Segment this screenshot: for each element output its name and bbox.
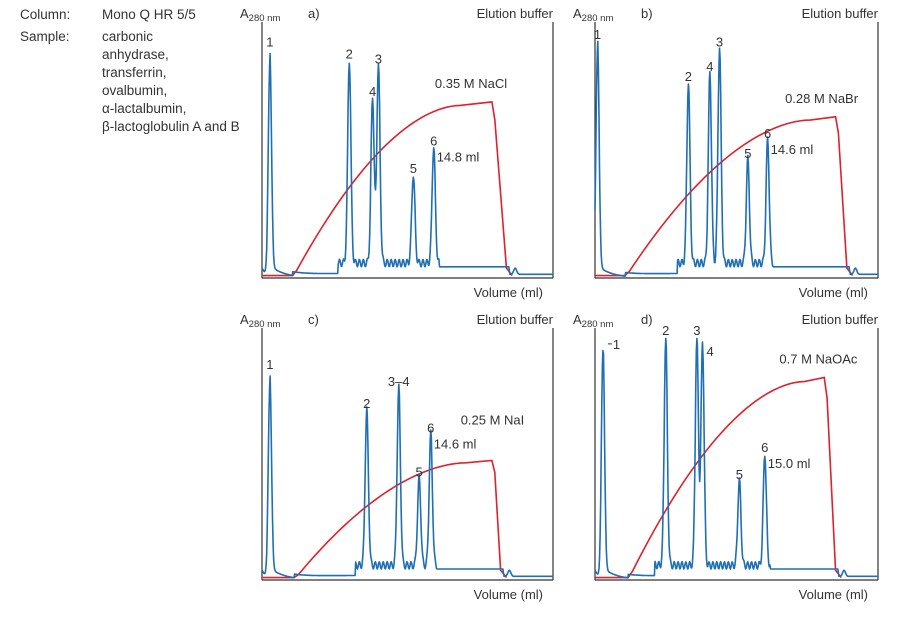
peak-label: 3 [716, 34, 723, 49]
peak6-volume-label: 14.8 ml [437, 150, 480, 165]
sample-item: anhydrase, [102, 47, 169, 62]
peak-label: 1 [613, 337, 620, 352]
gradient-label: 0.7 M NaOAc [779, 351, 858, 366]
y-axis-label-main: A [240, 6, 249, 21]
gradient-line [595, 115, 854, 277]
sample-list: carbonic anhydrase, transferrin, ovalbum… [102, 28, 302, 136]
y-axis-label: A280 nm [240, 6, 280, 24]
y-axis-label-sub: 280 nm [249, 13, 281, 24]
peak-label: 2 [363, 396, 370, 411]
peak-label: 3–4 [388, 374, 410, 389]
elution-buffer-label: Elution buffer [802, 312, 879, 327]
peak-label: 6 [764, 126, 771, 141]
peak6-volume-label: 15.0 ml [768, 456, 811, 471]
panel-label: b) [641, 6, 653, 21]
gradient-line [262, 459, 508, 579]
peak-label: 3 [693, 323, 700, 338]
peak-label: 5 [416, 464, 423, 479]
peak-label: 5 [744, 146, 751, 161]
gradient-label: 0.25 M NaI [461, 412, 525, 427]
peak-label: 2 [346, 47, 353, 62]
panel-label: c) [308, 312, 319, 327]
peak-label: 2 [662, 323, 669, 338]
x-axis-label: Volume (ml) [474, 285, 543, 300]
y-axis-label: A280 nm [573, 6, 613, 24]
peak-label: 6 [430, 134, 437, 149]
peak-label: 6 [427, 420, 434, 435]
column-label: Column: [20, 7, 71, 22]
y-axis-label: A280 nm [573, 312, 613, 330]
gradient-line [262, 101, 513, 277]
peak-label: 2 [685, 69, 692, 84]
x-axis-label: Volume (ml) [799, 587, 868, 602]
column-value: Mono Q HR 5/5 [102, 7, 196, 22]
elution-buffer-label: Elution buffer [477, 6, 554, 21]
peak-label: 5 [736, 467, 743, 482]
panel-label: d) [641, 312, 653, 327]
y-axis-label-sub: 280 nm [582, 319, 614, 330]
method-info: Column: Mono Q HR 5/5 Sample: carbonic a… [20, 6, 260, 146]
y-axis-label-main: A [573, 312, 582, 327]
absorbance-line [594, 337, 879, 579]
y-axis-label-main: A [240, 312, 249, 327]
panel-label: a) [308, 6, 320, 21]
sample-item: ovalbumin, [102, 83, 168, 98]
peak-label: 4 [369, 84, 376, 99]
peak-label: 1 [266, 357, 273, 372]
peak-label: 4 [707, 344, 714, 359]
y-axis-label-sub: 280 nm [249, 319, 281, 330]
x-axis-label: Volume (ml) [474, 587, 543, 602]
peak-label: 1 [266, 34, 273, 49]
peak-label: 1 [594, 27, 601, 42]
sample-item: transferrin, [102, 65, 167, 80]
gradient-line [595, 376, 842, 579]
absorbance-line [261, 52, 554, 277]
y-axis-label-main: A [573, 6, 582, 21]
sample-item: α-lactalbumin, [102, 101, 187, 116]
sample-label: Sample: [20, 29, 70, 44]
peak6-volume-label: 14.6 ml [771, 142, 814, 157]
gradient-label: 0.28 M NaBr [785, 91, 859, 106]
sample-item: β-lactoglobulin A and B [102, 119, 240, 134]
sample-item: carbonic [102, 29, 154, 44]
peak-label: 4 [706, 59, 713, 74]
gradient-label: 0.35 M NaCl [435, 76, 507, 91]
elution-buffer-label: Elution buffer [802, 6, 879, 21]
elution-buffer-label: Elution buffer [477, 312, 554, 327]
x-axis-label: Volume (ml) [799, 285, 868, 300]
peak6-volume-label: 14.6 ml [434, 436, 477, 451]
peak-label: 6 [761, 440, 768, 455]
y-axis-label: A280 nm [240, 312, 280, 330]
peak-label: 5 [410, 161, 417, 176]
absorbance-line [594, 40, 879, 277]
y-axis-label-sub: 280 nm [582, 13, 614, 24]
absorbance-line [261, 375, 554, 579]
peak-label: 3 [375, 52, 382, 67]
